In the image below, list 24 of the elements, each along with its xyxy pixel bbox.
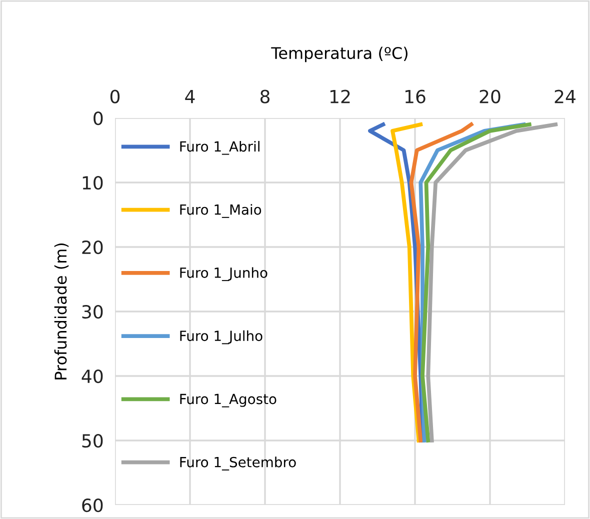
- line-series: [409, 122, 474, 442]
- y-tick-label: 30: [82, 304, 103, 319]
- x-tick-label: 4: [185, 90, 195, 104]
- x-tick-label: 0: [110, 90, 120, 104]
- line-series: [426, 122, 558, 442]
- y-tick-label: 20: [82, 240, 103, 254]
- y-tick-label: 0: [94, 111, 103, 126]
- x-axis-title: Temperatura (ºC): [271, 46, 408, 62]
- x-tick-label: 24: [554, 90, 576, 104]
- y-axis-title: Profundidade (m): [54, 243, 69, 380]
- x-tick-label: 16: [405, 90, 426, 104]
- y-tick-label: 60: [82, 498, 103, 512]
- x-tick-label: 20: [480, 90, 500, 104]
- legend-label: Furo 1_Maio: [180, 204, 262, 218]
- legend-label: Furo 1_Setembro: [180, 456, 296, 470]
- legend-label: Furo 1_Junho: [180, 267, 268, 282]
- y-tick-label: 40: [82, 369, 103, 384]
- y-tick-label: 50: [82, 434, 103, 448]
- legend-label: Furo 1_Abril: [180, 140, 260, 155]
- x-tick-label: 12: [330, 90, 350, 104]
- y-tick-label: 10: [82, 176, 103, 190]
- legend-label: Furo 1_Agosto: [180, 394, 276, 408]
- legend-label: Furo 1_Julho: [180, 330, 262, 344]
- x-tick-label: 8: [260, 90, 270, 104]
